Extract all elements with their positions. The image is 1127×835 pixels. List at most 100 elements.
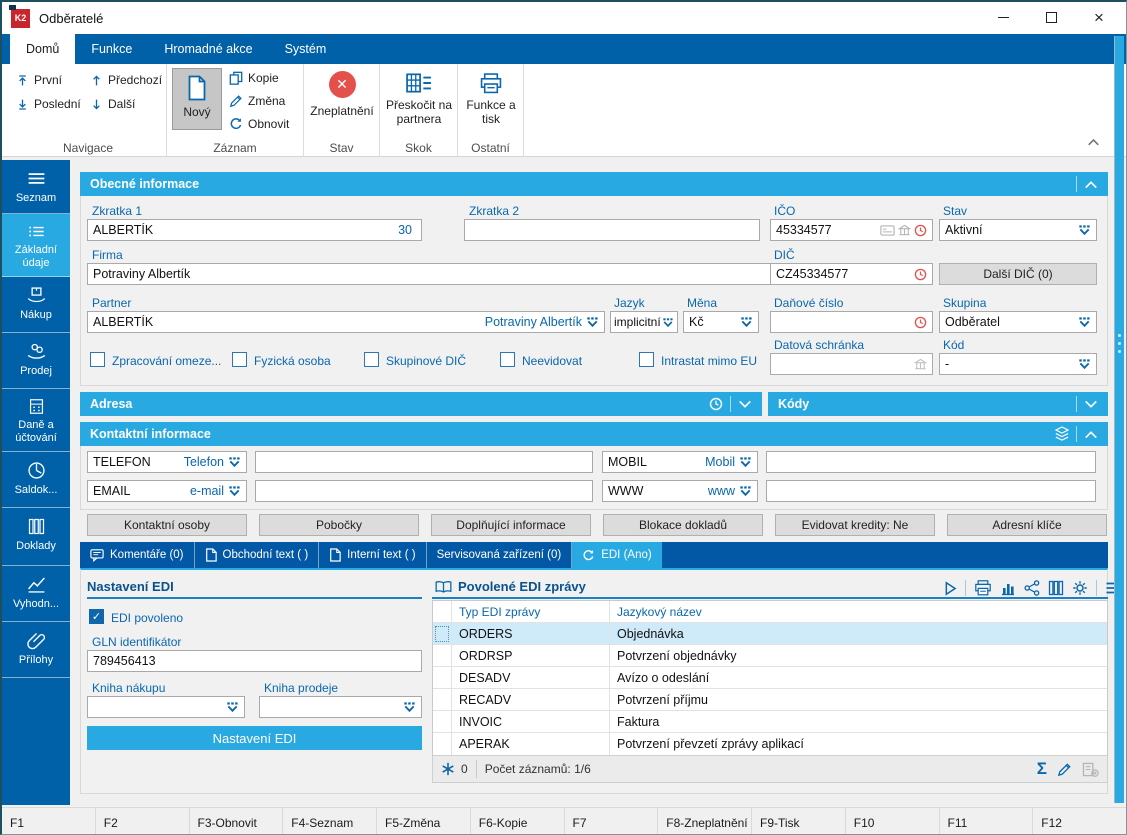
dropdown-icon[interactable] bbox=[228, 457, 241, 467]
column-header-typ[interactable]: Typ EDI zprávy bbox=[452, 601, 610, 622]
columns-icon[interactable] bbox=[1048, 580, 1064, 596]
firma-input[interactable]: Potraviny Albertík bbox=[87, 263, 933, 285]
maximize-button[interactable] bbox=[1032, 4, 1070, 30]
sidebar-item-saldokonto[interactable]: Saldok... bbox=[2, 452, 70, 508]
dalsi-dic-button[interactable]: Další DIČ (0) bbox=[939, 263, 1097, 285]
validity-clock-icon[interactable] bbox=[914, 224, 927, 237]
kniha-prodeje-combo[interactable] bbox=[259, 696, 422, 718]
print-icon[interactable] bbox=[974, 580, 992, 596]
sum-icon[interactable]: Σ bbox=[1036, 759, 1047, 778]
validity-clock-icon[interactable] bbox=[914, 316, 927, 329]
tab-system[interactable]: Systém bbox=[284, 42, 327, 56]
dropdown-icon[interactable] bbox=[740, 317, 753, 327]
kod-combo[interactable]: - bbox=[939, 353, 1097, 375]
jazyk-combo[interactable]: implicitní bbox=[610, 311, 678, 333]
table-row-desadv[interactable]: DESADV Avízo o odeslání bbox=[433, 667, 1107, 689]
invalidate-button[interactable]: ✕ Zneplatnění bbox=[304, 71, 380, 118]
minimize-button[interactable] bbox=[984, 4, 1022, 30]
zkratka1-input[interactable]: ALBERTÍK 30 bbox=[87, 219, 422, 241]
contact-type-combo-www[interactable]: WWW www bbox=[602, 480, 758, 502]
general-info-header[interactable]: Obecné informace bbox=[80, 172, 1108, 196]
checkbox-zpracovani-omezeni[interactable] bbox=[90, 352, 105, 367]
ico-input[interactable]: 45334577 bbox=[770, 219, 933, 241]
expand-chevron-down-icon[interactable] bbox=[738, 400, 752, 409]
tab-domu[interactable]: Domů bbox=[10, 34, 76, 64]
validity-clock-icon[interactable] bbox=[914, 268, 927, 281]
sidebar-item-dane-a-uctovani[interactable]: Daně a účtování bbox=[2, 389, 70, 452]
collapse-chevron-up-icon[interactable] bbox=[1084, 180, 1098, 189]
sidebar-item-vyhodnoceni[interactable]: Vyhodn... bbox=[2, 566, 70, 622]
tab-funkce[interactable]: Funkce bbox=[91, 42, 133, 56]
contact-value-telefon[interactable] bbox=[255, 451, 593, 473]
contact-type-combo-telefon[interactable]: TELEFON Telefon bbox=[87, 451, 247, 473]
refresh-button[interactable]: Obnovit bbox=[229, 117, 289, 131]
dropdown-icon[interactable] bbox=[739, 486, 752, 496]
clock-icon[interactable] bbox=[709, 397, 723, 411]
copy-button[interactable]: Kopie bbox=[229, 71, 279, 85]
jump-to-partner-button[interactable]: Přeskočit na partnera bbox=[380, 73, 458, 126]
ribbon-collapse-button[interactable] bbox=[1087, 133, 1100, 151]
column-header-nazev[interactable]: Jazykový název bbox=[617, 604, 702, 619]
checkbox-skupinove-dic[interactable] bbox=[364, 352, 379, 367]
functions-print-button[interactable]: Funkce a tisk bbox=[458, 73, 524, 126]
table-row-ordrsp[interactable]: ORDRSP Potvrzení objednávky bbox=[433, 645, 1107, 667]
danove-cislo-input[interactable] bbox=[770, 311, 933, 333]
stav-combo[interactable]: Aktivní bbox=[939, 219, 1097, 241]
chart-icon[interactable] bbox=[1000, 580, 1016, 596]
expand-chevron-down-icon[interactable] bbox=[1084, 400, 1098, 409]
kontaktni-osoby-button[interactable]: Kontaktní osoby bbox=[87, 514, 247, 536]
sidebar-item-doklady[interactable]: Doklady bbox=[2, 508, 70, 566]
tab-obchodni-text[interactable]: Obchodní text ( ) bbox=[195, 542, 320, 568]
contact-value-mobil[interactable] bbox=[766, 451, 1096, 473]
checkbox-fyzicka-osoba[interactable] bbox=[232, 352, 247, 367]
table-row-recadv[interactable]: RECADV Potvrzení příjmu bbox=[433, 689, 1107, 711]
gln-input[interactable]: 789456413 bbox=[87, 650, 422, 672]
blokace-dokladu-button[interactable]: Blokace dokladů bbox=[603, 514, 763, 536]
checkbox-intrastat[interactable] bbox=[639, 352, 654, 367]
edi-enabled-checkbox[interactable]: ✓ bbox=[89, 609, 104, 624]
zkratka2-input[interactable] bbox=[464, 219, 760, 241]
adresa-section-header[interactable]: Adresa bbox=[80, 392, 762, 416]
edi-settings-button[interactable]: Nastavení EDI bbox=[87, 726, 422, 750]
collapse-chevron-up-icon[interactable] bbox=[1084, 430, 1098, 439]
network-icon[interactable] bbox=[1024, 580, 1040, 596]
table-row-aperak[interactable]: APERAK Potvrzení převzetí zprávy aplikac… bbox=[433, 733, 1107, 755]
sidebar-item-zakladni-udaje[interactable]: Základní údaje bbox=[2, 214, 70, 277]
doplnujici-informace-button[interactable]: Doplňující informace bbox=[431, 514, 591, 536]
table-row-invoic[interactable]: INVOIC Faktura bbox=[433, 711, 1107, 733]
sidebar-item-seznam[interactable]: Seznam bbox=[2, 160, 70, 214]
pencil-icon[interactable] bbox=[1057, 762, 1072, 777]
dropdown-icon[interactable] bbox=[403, 702, 416, 712]
skupina-combo[interactable]: Odběratel bbox=[939, 311, 1097, 333]
dropdown-icon[interactable] bbox=[228, 486, 241, 496]
play-icon[interactable] bbox=[944, 581, 957, 596]
dropdown-icon[interactable] bbox=[1078, 225, 1091, 235]
sidebar-item-nakup[interactable]: Nákup bbox=[2, 277, 70, 333]
datova-schranka-input[interactable] bbox=[770, 353, 933, 375]
tab-interni-text[interactable]: Interní text ( ) bbox=[319, 542, 427, 568]
contact-value-www[interactable] bbox=[766, 480, 1096, 502]
tab-hromadne-akce[interactable]: Hromadné akce bbox=[164, 42, 253, 56]
contact-type-combo-email[interactable]: EMAIL e-mail bbox=[87, 480, 247, 502]
vertical-scrollbar[interactable] bbox=[1114, 36, 1124, 803]
dropdown-icon[interactable] bbox=[662, 318, 674, 327]
institution-icon[interactable] bbox=[898, 224, 911, 237]
pobocky-button[interactable]: Pobočky bbox=[259, 514, 419, 536]
next-button[interactable]: Další bbox=[90, 97, 135, 111]
first-button[interactable]: První bbox=[16, 73, 62, 87]
dropdown-icon[interactable] bbox=[1078, 359, 1091, 369]
partner-link[interactable]: Potraviny Albertík bbox=[484, 315, 582, 329]
evidovat-kredity-button[interactable]: Evidovat kredity: Ne bbox=[775, 514, 935, 536]
table-row-orders[interactable]: ORDERS Objednávka bbox=[433, 623, 1107, 645]
dropdown-icon[interactable] bbox=[226, 702, 239, 712]
partner-input[interactable]: ALBERTÍK Potraviny Albertík bbox=[87, 311, 605, 333]
sidebar-item-prilohy[interactable]: Přílohy bbox=[2, 622, 70, 678]
register-card-icon[interactable] bbox=[880, 225, 895, 236]
dic-input[interactable]: CZ45334577 bbox=[770, 263, 933, 285]
kody-section-header[interactable]: Kódy bbox=[768, 392, 1108, 416]
tab-servisovana-zarizeni[interactable]: Servisovaná zařízení (0) bbox=[427, 542, 573, 568]
dropdown-icon[interactable] bbox=[739, 457, 752, 467]
tab-komentare[interactable]: Komentáře (0) bbox=[80, 542, 195, 568]
contact-type-combo-mobil[interactable]: MOBIL Mobil bbox=[602, 451, 758, 473]
close-button[interactable]: × bbox=[1080, 4, 1118, 30]
